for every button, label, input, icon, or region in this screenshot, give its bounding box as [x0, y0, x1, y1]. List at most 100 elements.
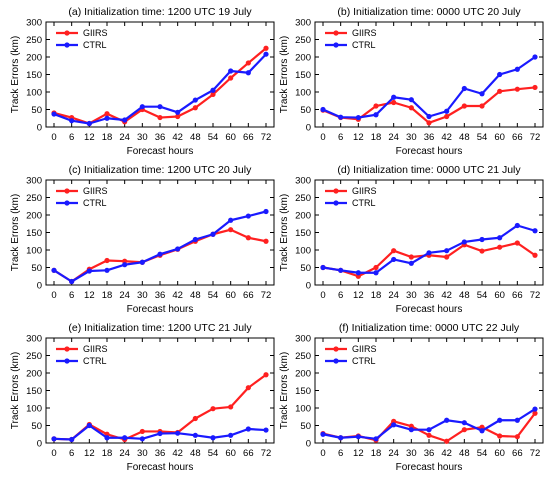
- x-tick-label: 6: [338, 290, 343, 301]
- x-tick-label: 42: [441, 448, 452, 459]
- data-point-giirs: [192, 415, 198, 422]
- data-point-ctrl: [263, 208, 269, 215]
- y-tick-label: 0: [306, 438, 311, 449]
- x-tick-label: 36: [424, 290, 435, 301]
- data-point-giirs: [373, 103, 379, 109]
- data-point-ctrl: [245, 70, 251, 76]
- data-point-ctrl: [338, 267, 344, 273]
- legend-marker: [333, 200, 339, 206]
- data-point-giirs: [228, 404, 234, 410]
- legend-marker: [64, 30, 70, 36]
- x-tick-label: 72: [530, 448, 541, 459]
- x-tick-label: 54: [208, 290, 219, 301]
- x-tick-label: 48: [190, 448, 201, 459]
- data-point-ctrl: [444, 108, 450, 114]
- y-tick-label: 50: [300, 263, 311, 274]
- x-tick-label: 18: [371, 448, 382, 459]
- y-tick-label: 0: [306, 280, 311, 291]
- y-tick-label: 200: [26, 210, 42, 221]
- data-point-ctrl: [245, 213, 251, 219]
- data-point-ctrl: [497, 417, 503, 423]
- data-point-giirs: [228, 227, 234, 233]
- x-tick-label: 30: [137, 132, 148, 143]
- data-point-giirs: [532, 410, 538, 416]
- data-point-ctrl: [461, 239, 467, 245]
- data-point-giirs: [210, 406, 216, 412]
- data-point-ctrl: [444, 248, 450, 254]
- x-tick-label: 54: [477, 448, 488, 459]
- legend-marker: [64, 42, 70, 48]
- data-point-ctrl: [338, 435, 344, 441]
- data-point-ctrl: [69, 118, 75, 124]
- data-point-giirs: [391, 248, 397, 254]
- x-tick-label: 24: [119, 290, 130, 301]
- x-tick-label: 24: [119, 448, 130, 459]
- series-line-ctrl: [322, 224, 536, 274]
- data-point-giirs: [228, 75, 234, 81]
- y-tick-label: 50: [31, 263, 42, 274]
- data-point-ctrl: [320, 264, 326, 271]
- data-point-ctrl: [391, 256, 397, 263]
- x-axis-label: Forecast hours: [396, 304, 463, 315]
- y-tick-label: 300: [295, 17, 311, 28]
- x-tick-label: 66: [512, 132, 523, 143]
- x-tick-label: 36: [424, 448, 435, 459]
- data-point-ctrl: [355, 434, 361, 440]
- data-point-giirs: [514, 240, 520, 246]
- data-point-ctrl: [210, 87, 216, 93]
- data-point-ctrl: [86, 120, 92, 127]
- y-tick-label: 0: [37, 122, 42, 133]
- x-tick-label: 42: [441, 132, 452, 143]
- data-point-giirs: [461, 103, 467, 109]
- legend-label: CTRL: [83, 40, 107, 50]
- legend-label: GIIRS: [83, 186, 108, 196]
- x-tick-label: 18: [371, 290, 382, 301]
- data-point-ctrl: [338, 114, 344, 120]
- x-tick-label: 42: [172, 290, 183, 301]
- data-point-giirs: [104, 257, 110, 264]
- x-tick-label: 72: [261, 290, 272, 301]
- data-point-ctrl: [51, 436, 57, 442]
- legend-marker: [333, 30, 339, 36]
- data-point-ctrl: [461, 420, 467, 426]
- x-tick-label: 18: [102, 132, 113, 143]
- data-point-ctrl: [408, 260, 414, 266]
- data-point-giirs: [245, 60, 251, 66]
- y-tick-label: 50: [300, 421, 311, 432]
- series-line-ctrl: [322, 56, 536, 119]
- x-tick-label: 12: [353, 448, 364, 459]
- x-tick-label: 0: [320, 448, 325, 459]
- x-tick-label: 12: [84, 448, 95, 459]
- x-tick-label: 24: [388, 290, 399, 301]
- data-point-ctrl: [122, 117, 128, 123]
- data-point-giirs: [263, 372, 269, 378]
- legend-marker: [333, 358, 339, 364]
- chart-panel: (f) Initialization time: 0000 UTC 22 Jul…: [279, 322, 544, 473]
- x-tick-label: 6: [338, 448, 343, 459]
- y-tick-label: 50: [300, 105, 311, 116]
- x-tick-label: 48: [459, 132, 470, 143]
- y-axis-label: Track Errors (km): [279, 352, 290, 429]
- x-tick-label: 36: [155, 290, 166, 301]
- data-point-giirs: [497, 88, 503, 94]
- data-point-ctrl: [175, 246, 181, 252]
- data-point-ctrl: [373, 112, 379, 118]
- x-tick-label: 72: [530, 290, 541, 301]
- y-tick-label: 300: [295, 333, 311, 344]
- data-point-ctrl: [479, 428, 485, 434]
- x-tick-label: 12: [84, 132, 95, 143]
- data-point-giirs: [245, 235, 251, 241]
- data-point-ctrl: [122, 262, 128, 268]
- data-point-ctrl: [51, 267, 57, 273]
- x-tick-label: 66: [512, 448, 523, 459]
- data-point-ctrl: [263, 427, 269, 433]
- legend-marker: [64, 358, 70, 364]
- y-tick-label: 0: [306, 122, 311, 133]
- y-tick-label: 100: [295, 245, 311, 256]
- x-tick-label: 48: [459, 290, 470, 301]
- x-axis-label: Forecast hours: [127, 146, 194, 157]
- legend-label: GIIRS: [83, 28, 108, 38]
- legend-marker: [333, 346, 339, 352]
- x-tick-label: 6: [69, 132, 74, 143]
- x-tick-label: 18: [102, 448, 113, 459]
